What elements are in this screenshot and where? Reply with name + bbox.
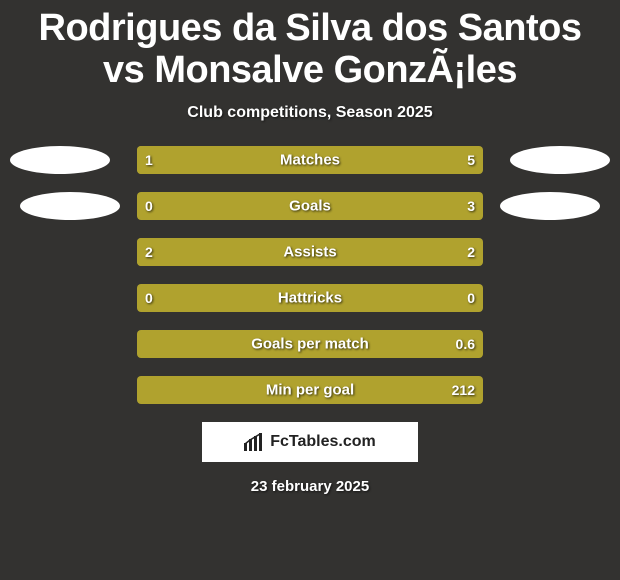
stat-value-right: 212 [452, 382, 475, 398]
stat-row: 1 5 Matches [137, 146, 483, 174]
stats-area: 1 5 Matches 0 3 Goals 2 2 Assists 0 0 Hattricks 0.6 G… [0, 146, 620, 404]
stat-value-right: 3 [467, 198, 475, 214]
player-badge-placeholder [510, 146, 610, 174]
stat-value-left: 0 [145, 198, 153, 214]
stat-label: Min per goal [266, 381, 354, 398]
subtitle: Club competitions, Season 2025 [0, 104, 620, 122]
stat-value-left: 0 [145, 290, 153, 306]
stat-row: 212 Min per goal [137, 376, 483, 404]
stat-value-left: 1 [145, 152, 153, 168]
stat-row: 2 2 Assists [137, 238, 483, 266]
stat-value-right: 0 [467, 290, 475, 306]
stat-label: Assists [283, 243, 336, 260]
stat-value-right: 5 [467, 152, 475, 168]
page-title: Rodrigues da Silva dos Santos vs Monsalv… [0, 0, 620, 92]
stat-label: Goals per match [251, 335, 369, 352]
stat-label: Goals [289, 197, 331, 214]
stat-row: 0.6 Goals per match [137, 330, 483, 358]
player-badge-placeholder [500, 192, 600, 220]
stat-rows: 1 5 Matches 0 3 Goals 2 2 Assists 0 0 Hattricks 0.6 G… [137, 146, 483, 404]
stat-row: 0 0 Hattricks [137, 284, 483, 312]
stat-row: 0 3 Goals [137, 192, 483, 220]
logo-text: FcTables.com [270, 433, 376, 451]
stat-value-right: 2 [467, 244, 475, 260]
date-label: 23 february 2025 [0, 478, 620, 495]
fctables-logo: FcTables.com [202, 422, 418, 462]
player-badge-placeholder [20, 192, 120, 220]
chart-icon [244, 433, 264, 451]
stat-label: Matches [280, 151, 340, 168]
stat-label: Hattricks [278, 289, 342, 306]
player-badge-placeholder [10, 146, 110, 174]
stat-value-left: 2 [145, 244, 153, 260]
stat-value-right: 0.6 [456, 336, 475, 352]
